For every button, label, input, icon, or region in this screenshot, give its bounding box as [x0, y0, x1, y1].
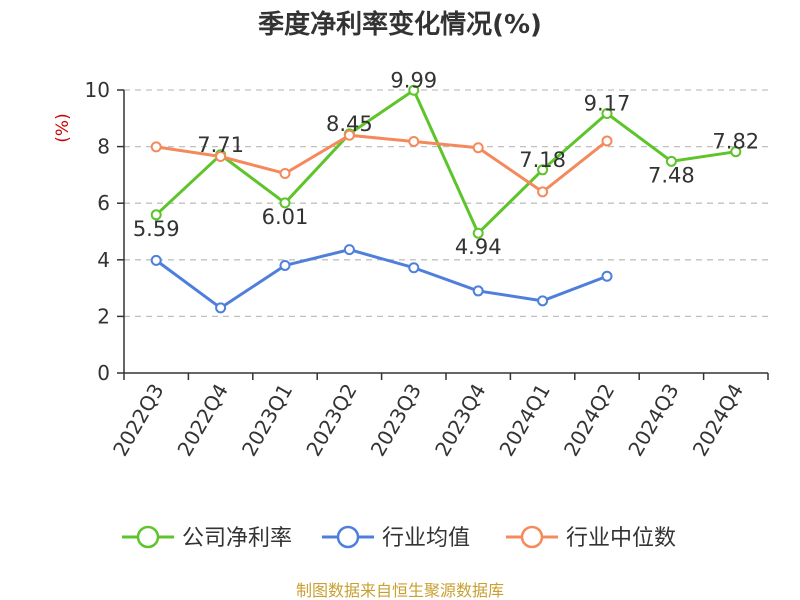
- series-line: [155, 248, 608, 310]
- data-point: [537, 295, 549, 307]
- data-labels: 5.59 7.71 6.01 8.45 9.99 4.94 7.18 9.17 7.48 7.82: [133, 68, 759, 259]
- x-tick-label: 2024Q1: [494, 380, 554, 461]
- legend-marker: [336, 525, 360, 549]
- series-group: [150, 84, 742, 239]
- data-point: [408, 84, 420, 96]
- data-label: 6.01: [262, 205, 309, 229]
- legend-label: 行业均值: [382, 526, 470, 551]
- y-tick-label: 4: [97, 248, 110, 272]
- y-axis-label: (%): [53, 113, 73, 142]
- data-point: [730, 146, 742, 158]
- data-label: 4.94: [455, 235, 502, 259]
- data-label: 8.45: [326, 112, 373, 136]
- data-label: 9.99: [390, 68, 437, 92]
- legend-item: 行业中位数: [506, 525, 676, 551]
- data-label: 7.71: [197, 133, 244, 157]
- y-tick-label: 10: [85, 78, 110, 102]
- legend: 公司净利率 行业均值 行业中位数: [122, 525, 676, 551]
- data-point: [601, 135, 613, 147]
- legend-marker: [520, 525, 544, 549]
- data-label: 9.17: [584, 91, 631, 115]
- x-tick-label: 2024Q4: [688, 380, 748, 461]
- legend-label: 公司净利率: [182, 526, 292, 551]
- x-tick-label: 2023Q3: [366, 380, 426, 461]
- series-line: [155, 133, 608, 194]
- data-point: [472, 285, 484, 297]
- data-label: 7.48: [648, 163, 695, 187]
- data-point: [408, 136, 420, 148]
- y-tick-label: 2: [97, 304, 110, 328]
- legend-label: 行业中位数: [566, 526, 676, 551]
- series-lines: [150, 84, 742, 314]
- y-tick-label: 0: [97, 361, 110, 385]
- data-point: [601, 107, 613, 119]
- series-line: [155, 88, 737, 235]
- data-point: [150, 141, 162, 153]
- source-note: 制图数据来自恒生聚源数据库: [296, 581, 504, 600]
- data-label: 5.59: [133, 217, 180, 241]
- x-tick-label: 2024Q3: [623, 380, 683, 461]
- legend-item: 公司净利率: [122, 525, 292, 551]
- y-tick-label: 6: [97, 191, 110, 215]
- data-point: [150, 209, 162, 221]
- data-point: [665, 155, 677, 167]
- series-group: [150, 129, 613, 198]
- x-tick-label: 2022Q3: [108, 380, 168, 461]
- x-tick-label: 2024Q2: [559, 380, 619, 461]
- x-tick-label: 2023Q4: [430, 380, 490, 461]
- chart-title: 季度净利率变化情况(%): [258, 9, 542, 40]
- y-tick-label: 8: [97, 135, 110, 159]
- data-point: [150, 254, 162, 266]
- data-point: [408, 262, 420, 274]
- x-tick-label: 2022Q4: [172, 380, 232, 461]
- data-point: [279, 197, 291, 209]
- data-point: [472, 227, 484, 239]
- data-point: [537, 164, 549, 176]
- data-label: 7.18: [519, 148, 566, 172]
- grid-lines: [124, 89, 768, 318]
- legend-item: 行业均值: [322, 525, 470, 551]
- series-group: [150, 244, 613, 314]
- x-tick-label: 2023Q2: [301, 380, 361, 461]
- data-point: [215, 302, 227, 314]
- legend-marker: [136, 525, 160, 549]
- data-point: [215, 151, 227, 163]
- x-tick-label: 2023Q1: [237, 380, 297, 461]
- data-point: [537, 186, 549, 198]
- data-point: [279, 259, 291, 271]
- data-point: [601, 270, 613, 282]
- data-point: [472, 142, 484, 154]
- data-point: [343, 244, 355, 256]
- data-point: [279, 167, 291, 179]
- data-label: 7.82: [712, 130, 759, 154]
- data-point: [343, 129, 355, 141]
